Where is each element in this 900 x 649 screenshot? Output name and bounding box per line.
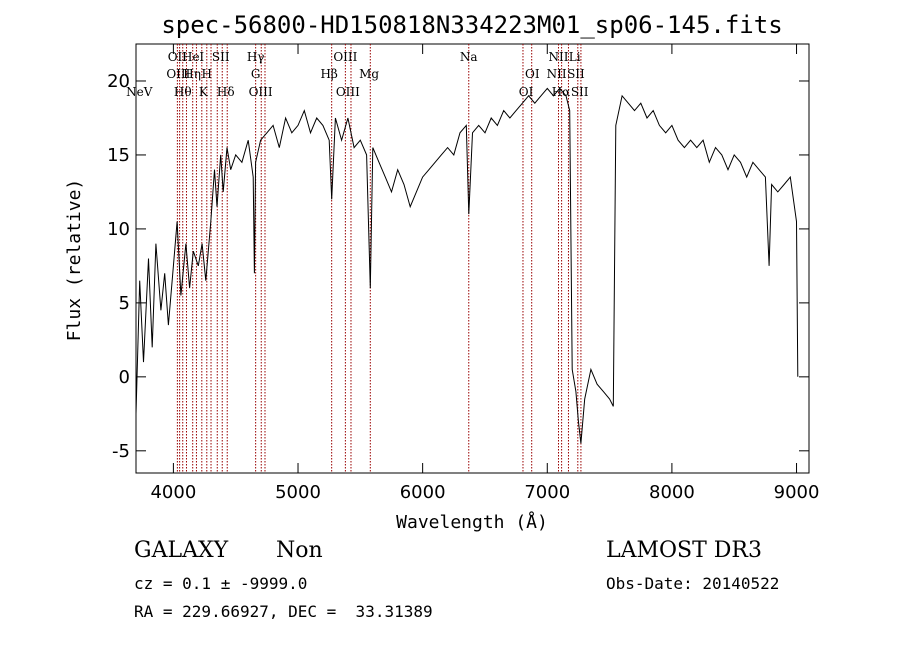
y-tick-label: -5 bbox=[112, 441, 130, 462]
emission-line-label: NeV bbox=[126, 85, 153, 99]
y-tick-label: 0 bbox=[119, 367, 130, 388]
emission-line-label: OIII bbox=[336, 85, 360, 99]
emission-line-label: OIII bbox=[333, 50, 357, 64]
emission-line-label: Hδ bbox=[217, 85, 235, 99]
emission-line-label: OI bbox=[519, 85, 534, 99]
emission-line-label: K bbox=[199, 85, 209, 99]
emission-line-label: SII bbox=[212, 50, 230, 64]
emission-line-label: Hβ bbox=[320, 67, 337, 81]
survey-label: LAMOST DR3 bbox=[606, 538, 762, 563]
plot-frame bbox=[135, 43, 810, 474]
emission-line-label: Hα bbox=[552, 85, 571, 99]
object-class-label: GALAXY bbox=[134, 538, 229, 563]
emission-line-label: OII bbox=[168, 50, 188, 64]
y-axis-label: Flux (relative) bbox=[64, 179, 85, 342]
emission-line-label: G bbox=[251, 67, 261, 81]
x-tick-label: 8000 bbox=[649, 482, 695, 503]
x-axis-label: Wavelength (Å) bbox=[396, 511, 548, 533]
y-tick-label: 15 bbox=[107, 145, 130, 166]
x-tick-label: 4000 bbox=[150, 482, 196, 503]
x-tick-label: 9000 bbox=[774, 482, 820, 503]
x-tick-label: 6000 bbox=[400, 482, 446, 503]
axis-ticks: 4000 5000 6000 7000 8000 9000 -5 0 5 10 15 20 bbox=[107, 44, 819, 503]
emission-line-label: H bbox=[202, 67, 212, 81]
emission-line-label: SII bbox=[567, 67, 585, 81]
emission-line-label: Hγ bbox=[247, 50, 265, 64]
emission-line-label: Mg bbox=[359, 67, 379, 81]
x-tick-label: 7000 bbox=[524, 482, 570, 503]
emission-line-label: Na bbox=[460, 50, 478, 64]
spectrum-series-line bbox=[135, 87, 799, 444]
y-tick-label: 20 bbox=[107, 71, 130, 92]
emission-line-label: OI bbox=[525, 67, 540, 81]
coordinates-label: RA = 229.66927, DEC = 33.31389 bbox=[134, 602, 433, 621]
chart-title: spec-56800-HD150818N334223M01_sp06-145.f… bbox=[161, 11, 782, 39]
y-tick-label: 10 bbox=[107, 219, 130, 240]
y-tick-label: 5 bbox=[119, 293, 130, 314]
emission-line-label: SII bbox=[571, 85, 589, 99]
emission-line-label: OIII bbox=[166, 67, 190, 81]
x-tick-label: 5000 bbox=[275, 482, 321, 503]
emission-line-label: NII bbox=[547, 67, 567, 81]
emission-line-label: NII bbox=[549, 50, 569, 64]
emission-line-label: Li bbox=[569, 50, 581, 64]
subclass-label: Non bbox=[276, 538, 323, 563]
obs-date-label: Obs-Date: 20140522 bbox=[606, 574, 780, 593]
line-labels: NeV OII OIII Hθ He Hη IHK SII Hδ Hγ G OIII Hβ OIII OII… bbox=[126, 50, 589, 99]
emission-line-label: Hθ bbox=[174, 85, 192, 99]
emission-line-label: OIII bbox=[249, 85, 273, 99]
emission-line-label: I bbox=[199, 50, 204, 64]
redshift-label: cz = 0.1 ± -9999.0 bbox=[134, 574, 308, 593]
line-markers bbox=[176, 44, 582, 473]
emission-line-label: Hη bbox=[183, 67, 201, 81]
emission-line-label: He bbox=[182, 50, 200, 64]
